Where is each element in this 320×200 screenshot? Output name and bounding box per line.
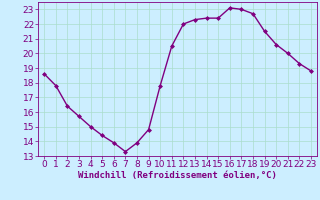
X-axis label: Windchill (Refroidissement éolien,°C): Windchill (Refroidissement éolien,°C): [78, 171, 277, 180]
